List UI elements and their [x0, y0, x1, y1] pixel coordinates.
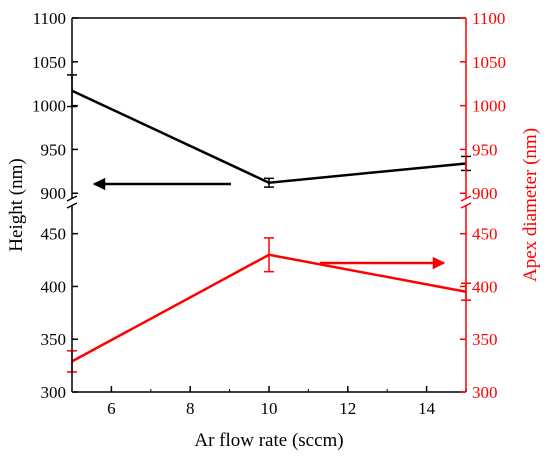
left-axis-break-mark: [66, 195, 78, 202]
right-y-tick-label: 400: [472, 277, 498, 296]
left-y-tick-label: 1000: [32, 97, 66, 116]
x-tick-label: 12: [339, 399, 356, 418]
x-axis-title: Ar flow rate (sccm): [194, 430, 343, 451]
x-tick-label: 6: [107, 399, 116, 418]
left-y-tick-label: 400: [41, 277, 67, 296]
right-axis-break-mark: [460, 202, 472, 209]
left-y-tick-label: 1100: [33, 9, 66, 28]
left-y-tick-label: 900: [41, 184, 67, 203]
left-y-tick-label: 1050: [32, 53, 66, 72]
series-1-error-bar: [264, 177, 274, 188]
right-axis-break-mark: [460, 195, 472, 202]
left-y-tick-label: 450: [41, 225, 67, 244]
right-y-tick-label: 300: [472, 383, 498, 402]
right-y-axis-title: Apex diameter (nm): [520, 128, 541, 282]
right-y-tick-label: 950: [472, 140, 498, 159]
right-y-tick-label: 450: [472, 225, 498, 244]
x-tick-label: 10: [261, 399, 278, 418]
right-y-tick-label: 350: [472, 330, 498, 349]
left-axis-break-mark: [66, 202, 78, 209]
right-y-tick-label: 1000: [472, 97, 506, 116]
series-2-error-bar: [264, 237, 274, 273]
right-y-tick-label: 900: [472, 184, 498, 203]
x-tick-label: 14: [418, 399, 436, 418]
left-y-axis-title: Height (nm): [6, 158, 27, 251]
x-tick-label: 8: [186, 399, 195, 418]
right-y-tick-label: 1050: [472, 53, 506, 72]
right-y-tick-label: 1100: [472, 9, 505, 28]
series-1-line: [71, 89, 467, 185]
left-y-tick-label: 950: [41, 140, 67, 159]
left-y-tick-label: 300: [41, 383, 67, 402]
left-y-tick-label: 350: [41, 330, 67, 349]
